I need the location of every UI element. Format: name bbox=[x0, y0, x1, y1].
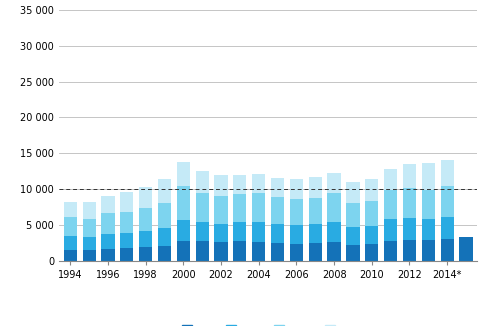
Bar bbox=[64, 250, 77, 261]
Bar bbox=[252, 174, 265, 193]
Bar bbox=[271, 224, 284, 243]
Bar bbox=[83, 250, 96, 261]
Bar bbox=[365, 201, 378, 226]
Bar bbox=[64, 202, 77, 217]
Bar bbox=[440, 239, 454, 261]
Bar bbox=[308, 224, 322, 243]
Bar bbox=[384, 169, 397, 190]
Bar bbox=[346, 245, 360, 261]
Bar bbox=[271, 243, 284, 261]
Bar bbox=[384, 241, 397, 261]
Bar bbox=[101, 234, 115, 249]
Bar bbox=[328, 242, 340, 261]
Bar bbox=[252, 193, 265, 222]
Bar bbox=[440, 160, 454, 186]
Bar bbox=[177, 241, 190, 261]
Bar bbox=[158, 228, 171, 246]
Bar bbox=[403, 240, 416, 261]
Bar bbox=[422, 163, 435, 190]
Bar bbox=[120, 212, 133, 233]
Bar bbox=[328, 193, 340, 222]
Bar bbox=[252, 222, 265, 242]
Bar bbox=[215, 224, 228, 242]
Bar bbox=[215, 242, 228, 261]
Bar bbox=[158, 179, 171, 203]
Bar bbox=[101, 214, 115, 234]
Bar bbox=[120, 248, 133, 261]
Bar bbox=[139, 208, 153, 231]
Bar bbox=[158, 246, 171, 261]
Bar bbox=[271, 197, 284, 224]
Bar bbox=[384, 190, 397, 219]
Bar bbox=[422, 219, 435, 240]
Bar bbox=[403, 218, 416, 240]
Bar bbox=[139, 187, 153, 208]
Bar bbox=[403, 164, 416, 188]
Bar bbox=[290, 225, 303, 244]
Bar bbox=[101, 196, 115, 214]
Bar bbox=[440, 217, 454, 239]
Bar bbox=[290, 244, 303, 261]
Bar bbox=[365, 244, 378, 261]
Bar bbox=[252, 242, 265, 261]
Bar bbox=[233, 242, 246, 261]
Bar bbox=[346, 182, 360, 203]
Bar bbox=[422, 240, 435, 261]
Bar bbox=[365, 179, 378, 201]
Bar bbox=[139, 247, 153, 261]
Bar bbox=[308, 177, 322, 198]
Bar bbox=[177, 220, 190, 241]
Bar bbox=[83, 219, 96, 237]
Bar bbox=[290, 199, 303, 225]
Bar bbox=[196, 242, 209, 261]
Bar bbox=[64, 217, 77, 236]
Bar bbox=[233, 194, 246, 222]
Bar bbox=[196, 222, 209, 242]
Bar bbox=[384, 219, 397, 241]
Bar bbox=[460, 237, 472, 261]
Bar bbox=[290, 179, 303, 199]
Bar bbox=[120, 192, 133, 212]
Bar bbox=[422, 190, 435, 219]
Bar bbox=[177, 186, 190, 220]
Bar bbox=[177, 162, 190, 186]
Bar bbox=[139, 231, 153, 247]
Bar bbox=[215, 196, 228, 224]
Bar bbox=[328, 222, 340, 242]
Bar bbox=[196, 171, 209, 193]
Legend: I, II, III, IV: I, II, III, IV bbox=[182, 325, 354, 326]
Bar bbox=[346, 203, 360, 227]
Bar bbox=[328, 172, 340, 193]
Bar bbox=[271, 178, 284, 197]
Bar bbox=[440, 186, 454, 217]
Bar bbox=[308, 198, 322, 224]
Bar bbox=[233, 175, 246, 194]
Bar bbox=[196, 193, 209, 222]
Bar bbox=[215, 175, 228, 196]
Bar bbox=[83, 237, 96, 250]
Bar bbox=[233, 222, 246, 242]
Bar bbox=[403, 188, 416, 218]
Bar bbox=[158, 203, 171, 228]
Bar bbox=[308, 243, 322, 261]
Bar bbox=[120, 233, 133, 248]
Bar bbox=[101, 249, 115, 261]
Bar bbox=[64, 236, 77, 250]
Bar bbox=[365, 226, 378, 244]
Bar bbox=[83, 202, 96, 219]
Bar bbox=[346, 227, 360, 245]
